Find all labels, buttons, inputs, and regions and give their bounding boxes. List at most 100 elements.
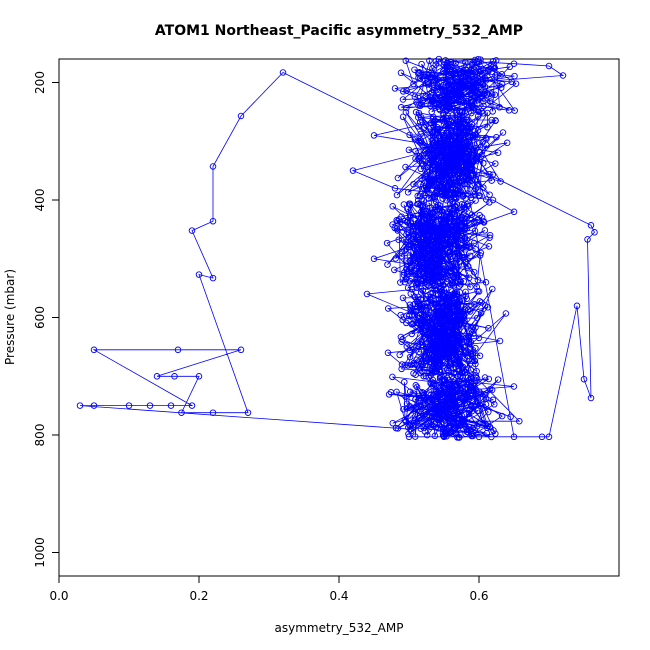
data-point — [474, 106, 481, 114]
data-point — [464, 374, 471, 382]
data-point — [446, 327, 454, 334]
data-point — [444, 249, 452, 257]
data-point — [407, 304, 414, 311]
data-point — [428, 313, 436, 320]
data-point — [455, 169, 463, 176]
data-point — [427, 160, 434, 168]
data-point — [440, 192, 447, 199]
data-point — [406, 131, 413, 139]
data-point — [445, 362, 452, 370]
data-point — [510, 383, 518, 390]
data-point — [448, 228, 456, 235]
data-point — [461, 393, 468, 401]
data-point — [417, 130, 425, 138]
data-point — [453, 221, 460, 229]
data-point — [457, 277, 464, 285]
data-point — [485, 375, 493, 383]
data-point — [458, 213, 465, 221]
data-point — [453, 291, 461, 298]
data-point — [433, 388, 440, 395]
data-point — [485, 408, 492, 416]
data-point — [456, 67, 463, 75]
data-point — [413, 383, 421, 391]
data-point — [401, 378, 408, 386]
data-point — [473, 155, 480, 162]
data-point — [456, 360, 463, 367]
data-point — [412, 382, 420, 389]
data-point — [425, 331, 432, 339]
data-point — [452, 347, 459, 355]
data-point — [440, 87, 448, 94]
data-point — [472, 246, 479, 253]
data-point — [404, 284, 412, 292]
data-point — [417, 285, 425, 292]
data-point — [428, 225, 436, 233]
data-point — [492, 430, 499, 437]
data-point — [465, 338, 473, 346]
data-point — [432, 387, 440, 394]
data-point — [406, 301, 414, 309]
data-point — [363, 290, 371, 298]
data-point — [444, 192, 452, 200]
data-point — [403, 265, 410, 273]
data-point — [455, 337, 462, 344]
data-point — [464, 152, 472, 160]
data-point — [440, 268, 447, 276]
data-point — [448, 312, 456, 319]
data-point — [475, 288, 483, 295]
data-point — [402, 418, 410, 425]
data-point — [442, 95, 450, 102]
y-tick-label: 1000 — [33, 537, 47, 568]
chart-title: ATOM1 Northeast_Pacific asymmetry_532_AM… — [155, 23, 523, 39]
data-point — [499, 129, 507, 136]
data-point — [447, 267, 455, 274]
data-point — [457, 373, 464, 381]
data-point — [462, 167, 470, 175]
data-point — [457, 188, 465, 196]
data-point — [445, 292, 452, 299]
data-point — [470, 330, 477, 337]
data-point — [462, 258, 470, 266]
data-point — [451, 356, 458, 364]
data-point — [404, 205, 411, 213]
data-point — [401, 278, 409, 286]
y-axis-label: Pressure (mbar) — [3, 269, 17, 365]
data-point — [428, 370, 436, 377]
data-point — [482, 421, 489, 428]
data-point — [424, 172, 431, 180]
data-point — [415, 102, 422, 109]
data-point — [467, 194, 475, 202]
data-point — [435, 340, 442, 347]
data-point — [408, 286, 416, 293]
data-point — [483, 429, 491, 437]
data-point — [448, 171, 456, 179]
data-point — [389, 221, 396, 228]
data-point — [492, 72, 499, 79]
data-point — [485, 324, 492, 332]
data-point — [435, 126, 442, 133]
data-point — [418, 368, 426, 375]
data-point — [406, 200, 414, 208]
data-point — [408, 264, 416, 271]
data-point — [195, 271, 203, 278]
data-point — [436, 234, 443, 241]
data-point — [463, 116, 471, 124]
data-point — [425, 213, 432, 221]
data-point — [474, 407, 482, 414]
y-tick-label: 400 — [33, 189, 47, 212]
data-point — [417, 303, 424, 310]
data-point — [415, 219, 422, 227]
data-point — [419, 287, 426, 294]
data-point — [434, 256, 441, 264]
data-point — [461, 400, 468, 408]
data-point — [427, 333, 434, 340]
data-point — [457, 74, 464, 82]
data-point — [440, 143, 448, 151]
data-point — [459, 157, 467, 164]
data-point — [406, 224, 413, 232]
data-point — [486, 386, 494, 393]
data-point — [431, 208, 438, 215]
data-point — [462, 366, 470, 373]
data-point — [447, 148, 455, 155]
